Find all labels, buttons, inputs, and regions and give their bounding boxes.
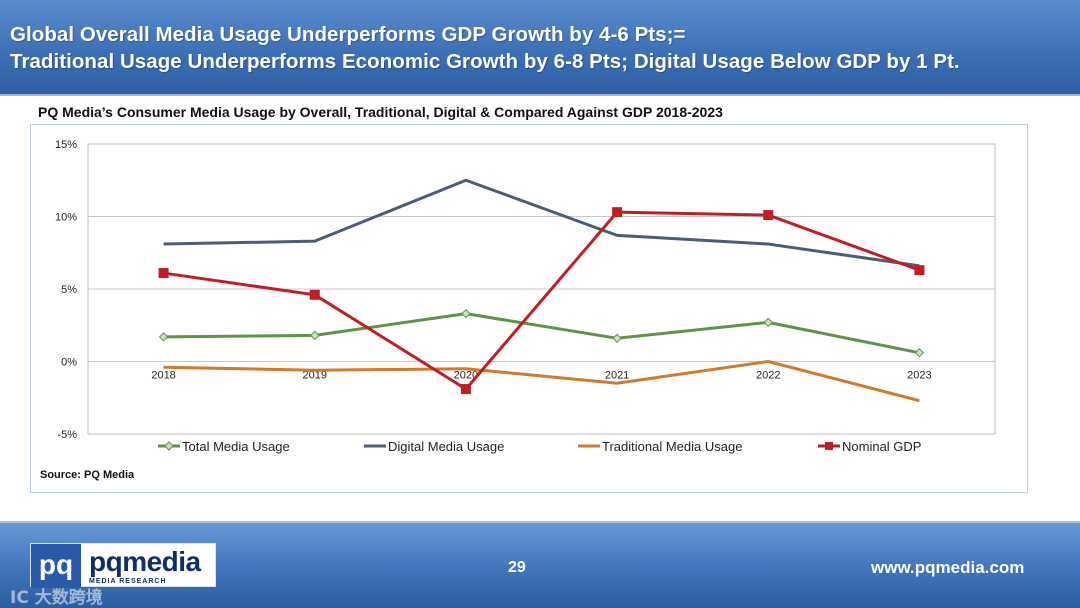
legend-label-total-media-usage: Total Media Usage: [182, 439, 290, 454]
pqmedia-logo[interactable]: pq pqmedia MEDIA RESEARCH: [30, 543, 216, 588]
y-tick-label: 10%: [55, 212, 77, 224]
x-tick-label: 2019: [303, 370, 327, 382]
slide-footer: pq pqmedia MEDIA RESEARCH 29 www.pqmedia…: [0, 521, 1080, 608]
marker-total-media-usage: [310, 330, 320, 341]
y-tick-label: 5%: [61, 284, 77, 296]
legend-label-traditional-media-usage: Traditional Media Usage: [602, 439, 742, 454]
marker-total-media-usage: [158, 332, 169, 342]
marker-total-media-usage: [763, 317, 773, 328]
marker-nominal-gdp: [460, 384, 471, 395]
marker-total-media-usage: [612, 333, 622, 344]
slide-header: Global Overall Media Usage Underperforms…: [0, 0, 1080, 96]
logo-wordmark: pqmedia: [89, 546, 201, 577]
y-tick-label: 15%: [55, 139, 77, 151]
chart-title: PQ Media’s Consumer Media Usage by Overa…: [38, 104, 723, 120]
series-line-digital-media-usage: [163, 178, 920, 268]
legend-label-digital-media-usage: Digital Media Usage: [388, 439, 504, 454]
legend-marker-nominal-gdp: [825, 442, 833, 450]
x-tick-label: 2023: [907, 370, 931, 382]
marker-total-media-usage: [461, 308, 471, 319]
marker-nominal-gdp: [309, 289, 320, 300]
chart-frame: [30, 124, 1028, 493]
marker-nominal-gdp: [612, 207, 623, 218]
series-line-total-media-usage: [163, 312, 920, 355]
logo-mark: pq: [31, 544, 81, 588]
marker-nominal-gdp: [763, 210, 774, 221]
logo-tagline: MEDIA RESEARCH: [89, 578, 167, 585]
y-tick-label: -5%: [57, 429, 77, 441]
marker-total-media-usage: [914, 348, 925, 358]
header-title-line-2: Traditional Usage Underperforms Economic…: [10, 50, 960, 73]
header-title-line-1: Global Overall Media Usage Underperforms…: [10, 23, 686, 46]
marker-nominal-gdp: [158, 268, 169, 279]
x-tick-label: 2018: [151, 370, 175, 382]
legend-marker-total-media-usage: [164, 441, 174, 451]
y-tick-label: 0%: [61, 357, 77, 369]
page-number: 29: [508, 559, 526, 576]
watermark: IC 大数跨境: [10, 588, 103, 608]
x-tick-label: 2021: [605, 370, 629, 382]
marker-nominal-gdp: [914, 265, 925, 276]
x-tick-label: 2022: [756, 370, 780, 382]
series-line-traditional-media-usage: [163, 360, 920, 403]
legend-label-nominal-gdp: Nominal GDP: [842, 439, 921, 454]
series-line-nominal-gdp: [163, 210, 920, 391]
source-note: Source: PQ Media: [40, 469, 135, 481]
x-tick-label: 2020: [454, 370, 478, 382]
website-link[interactable]: www.pqmedia.com: [871, 558, 1025, 577]
